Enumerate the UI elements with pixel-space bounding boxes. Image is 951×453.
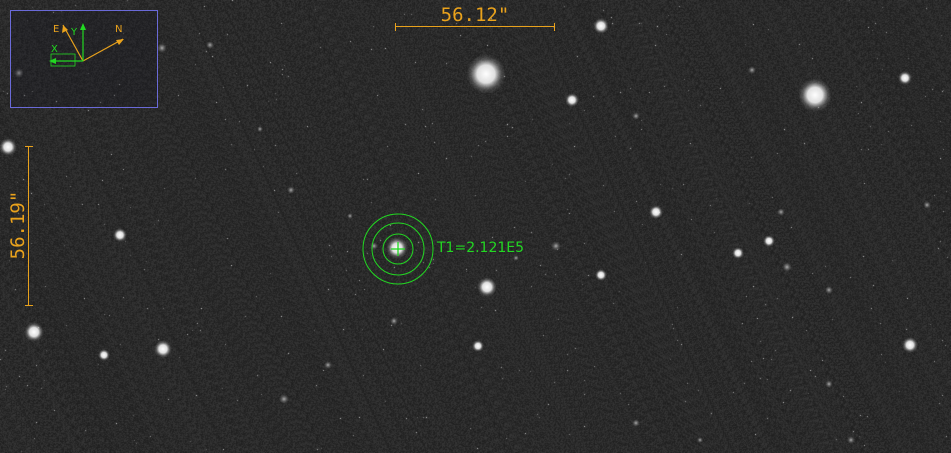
star (632, 419, 640, 427)
star (847, 436, 855, 444)
star (565, 93, 579, 107)
star-aperture (382, 233, 414, 265)
vertical-scale-bar: 56.19" (4, 146, 40, 308)
vertical-scale-label: 56.19" (7, 190, 29, 260)
east-arrow (62, 24, 84, 62)
star (154, 340, 172, 358)
star (390, 317, 398, 325)
star (466, 54, 506, 94)
target-aperture[interactable] (361, 212, 435, 286)
star (206, 41, 214, 49)
star (157, 43, 167, 53)
star (732, 247, 744, 259)
star (798, 78, 832, 112)
star (257, 126, 263, 132)
vertical-scale-line (25, 146, 33, 306)
star (14, 68, 24, 78)
east-arrowhead-icon (62, 25, 68, 33)
star (113, 228, 127, 242)
star (472, 340, 484, 352)
star (825, 286, 833, 294)
x-arrowhead-icon (49, 58, 56, 64)
north-arrow (82, 38, 124, 62)
star (649, 205, 663, 219)
horizontal-scale-bar: 56.12" (395, 4, 557, 36)
star (279, 394, 289, 404)
star (287, 186, 295, 194)
field-outline (50, 53, 76, 67)
y-label: Y (70, 27, 78, 38)
star (763, 235, 775, 247)
x-label: X (51, 44, 58, 55)
north-label: N (115, 24, 122, 35)
star (477, 277, 497, 297)
star (24, 322, 44, 342)
star (98, 349, 110, 361)
star (347, 213, 353, 219)
star (551, 241, 561, 251)
north-arrowhead-icon (116, 39, 124, 45)
star (595, 269, 607, 281)
star (697, 437, 703, 443)
star (513, 255, 519, 261)
east-label: E (53, 24, 59, 35)
horizontal-scale-label: 56.12" (440, 4, 510, 26)
star (632, 112, 640, 120)
sky-annulus-outer (362, 213, 434, 285)
sky-annulus-inner (371, 222, 425, 276)
star (898, 71, 912, 85)
target-flux-label: T1=2.121E5 (437, 240, 525, 256)
star (0, 138, 17, 156)
star (593, 18, 609, 34)
star (902, 337, 918, 353)
orientation-compass: E N Y X (10, 10, 158, 108)
horizontal-scale-line (395, 23, 555, 31)
star (782, 262, 792, 272)
y-arrowhead-icon (80, 23, 86, 30)
star (923, 201, 931, 209)
star (825, 380, 833, 388)
star (386, 237, 408, 259)
star (777, 208, 785, 216)
star (748, 66, 756, 74)
star (324, 361, 332, 369)
